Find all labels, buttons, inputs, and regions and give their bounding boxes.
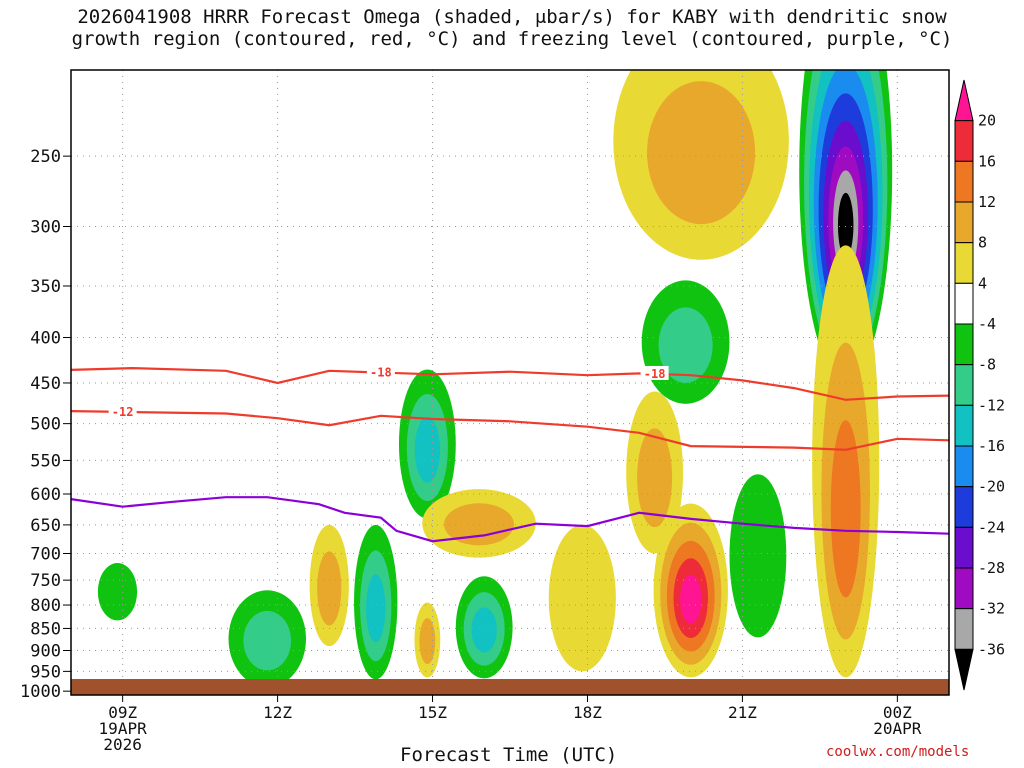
contour-line-2 [71, 496, 949, 543]
colorbar-label: 8 [978, 234, 987, 252]
omega-shading [97, 70, 893, 688]
x-axis-label: Forecast Time (UTC) [400, 744, 618, 766]
omega-region-6-level-2 [471, 607, 497, 653]
y-tick-label: 700 [30, 545, 61, 565]
colorbar-label: -24 [978, 518, 1005, 536]
colorbar-label: -20 [978, 478, 1005, 496]
y-tick-label: 400 [30, 329, 61, 349]
colorbar: 20 16 12 8 4 -4 -8 -12 -16 -20 -24 -28 -32 -36 [954, 79, 1005, 691]
grid [71, 70, 949, 695]
colorbar-label: -8 [978, 356, 996, 374]
omega-region-8-level-0 [548, 524, 616, 672]
omega-region-3-level-2 [366, 574, 386, 643]
colorbar-label: -12 [978, 396, 1005, 414]
y-tick-label: 250 [30, 147, 61, 167]
title-line-1: 2026041908 HRRR Forecast Omega (shaded, … [77, 6, 947, 28]
y-tick-label: 950 [30, 662, 61, 682]
colorbar-swatch [954, 364, 974, 406]
y-tick-label: 600 [30, 485, 61, 505]
x-tick-label: 00Z [883, 703, 912, 722]
colorbar-label: -16 [978, 437, 1005, 455]
x-tick-label: 09Z [108, 703, 137, 722]
colorbar-swatch [954, 404, 974, 447]
contour-label: -18 [370, 366, 392, 380]
omega-region-11-level-1 [658, 307, 713, 383]
temperature-contours: -18 -18 -12 [71, 364, 949, 543]
y-tick-label: 450 [30, 374, 61, 394]
colorbar-swatch [954, 282, 974, 325]
contour-label: -18 [644, 367, 666, 381]
colorbar-swatch [954, 160, 974, 203]
colorbar-label: -36 [978, 640, 1005, 658]
colorbar-swatch [954, 445, 974, 488]
contour-line-1 [71, 410, 949, 451]
omega-region-10-level-4 [680, 574, 702, 624]
x-tick-label: 18Z [573, 703, 602, 722]
colorbar-label: 16 [978, 152, 996, 170]
y-tick-label: 500 [30, 415, 61, 435]
colorbar-swatch [954, 526, 974, 569]
contour-label-bg [640, 365, 669, 380]
y-tick-label: 550 [30, 451, 61, 471]
y-axis: 2503003504004505005506006507007508008509… [20, 147, 71, 702]
y-tick-label: 1000 [20, 682, 61, 702]
y-tick-label: 350 [30, 277, 61, 297]
colorbar-swatch [954, 201, 974, 244]
credit-link[interactable]: coolwx.com/models [826, 744, 970, 760]
ground-bar [71, 679, 949, 695]
y-tick-label: 900 [30, 641, 61, 661]
colorbar-swatch [954, 608, 974, 650]
contour-label-bg [366, 364, 395, 379]
x-tick-label: 12Z [263, 703, 292, 722]
omega-region-5-level-1 [419, 618, 436, 665]
x-tick-label: 2026 [103, 735, 142, 754]
colorbar-label: 20 [978, 112, 996, 130]
omega-region-0-level-0 [97, 563, 138, 621]
chart-title: 2026041908 HRRR Forecast Omega (shaded, … [0, 6, 1024, 50]
x-tick-label: 19APR [99, 719, 148, 738]
x-tick-label: 20APR [873, 719, 922, 738]
y-tick-label: 850 [30, 619, 61, 639]
y-tick-label: 800 [30, 596, 61, 616]
colorbar-swatch [954, 120, 974, 162]
colorbar-label: -28 [978, 559, 1005, 577]
contour-label-bg [108, 403, 137, 418]
omega-region-14-level-8 [837, 192, 854, 258]
y-tick-label: 650 [30, 516, 61, 536]
colorbar-swatch [954, 486, 974, 528]
omega-region-12-level-1 [647, 81, 756, 225]
colorbar-label: 4 [978, 274, 987, 292]
colorbar-label: -4 [978, 315, 996, 333]
omega-region-7-level-1 [444, 503, 514, 546]
omega-region-15-level-2 [830, 420, 861, 598]
y-tick-label: 300 [30, 217, 61, 237]
x-tick-label: 21Z [728, 703, 757, 722]
omega-region-1-level-1 [243, 610, 292, 671]
omega-region-2-level-1 [317, 551, 342, 626]
x-tick-label: 15Z [418, 703, 447, 722]
colorbar-arrow-bottom [954, 648, 974, 691]
omega-region-4-level-2 [414, 416, 440, 483]
colorbar-label: 12 [978, 193, 996, 211]
y-tick-label: 750 [30, 571, 61, 591]
omega-region-13-level-0 [729, 474, 787, 638]
colorbar-swatch [954, 323, 974, 366]
colorbar-swatch [954, 242, 974, 284]
contour-label: -12 [112, 405, 134, 419]
colorbar-arrow-top [954, 79, 974, 122]
omega-region-9-level-1 [637, 428, 673, 528]
contour-line-0 [71, 366, 949, 401]
title-line-2: growth region (contoured, red, °C) and f… [71, 28, 953, 50]
colorbar-swatch [954, 567, 974, 610]
colorbar-label: -32 [978, 600, 1005, 618]
